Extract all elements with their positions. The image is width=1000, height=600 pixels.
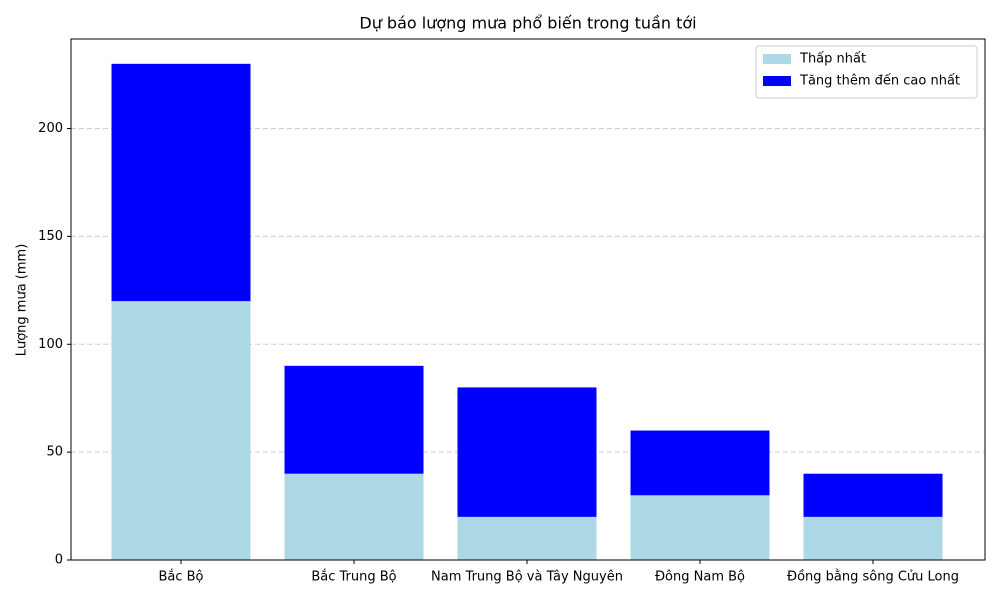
bar-segment xyxy=(111,63,251,302)
bar-segment xyxy=(630,495,770,560)
bar-segment xyxy=(803,473,943,517)
legend-frame xyxy=(755,45,978,99)
y-tick-label: 0 xyxy=(55,553,63,568)
bar-segment xyxy=(803,516,943,560)
bar-segment xyxy=(284,365,424,474)
x-tick-label: Bắc Bộ xyxy=(158,570,203,585)
bar-segment xyxy=(457,516,597,560)
x-tick-label: Đồng bằng sông Cửu Long xyxy=(787,570,959,585)
x-tick-label: Đông Nam Bộ xyxy=(655,570,745,585)
bar-segment xyxy=(457,387,597,517)
legend-label: Thấp nhất xyxy=(799,52,866,67)
bar-segment xyxy=(284,473,424,560)
bar-segment xyxy=(630,430,770,496)
legend-swatch xyxy=(763,54,791,64)
y-tick-label: 200 xyxy=(38,121,63,136)
chart-title: Dự báo lượng mưa phổ biến trong tuần tới xyxy=(359,14,696,33)
bar-segment xyxy=(111,301,251,560)
plot-frame xyxy=(70,38,986,561)
legend: Thấp nhất Tăng thêm đến cao nhất xyxy=(755,45,978,99)
y-axis-label: Lượng mưa (mm) xyxy=(15,244,30,357)
y-tick-label: 50 xyxy=(46,445,63,460)
y-tick-label: 100 xyxy=(38,337,63,352)
x-tick-label: Bắc Trung Bộ xyxy=(311,570,396,585)
y-tick-label: 150 xyxy=(38,229,63,244)
legend-swatch xyxy=(763,76,791,86)
legend-label: Tăng thêm đến cao nhất xyxy=(799,74,960,89)
x-tick-label: Nam Trung Bộ và Tây Nguyên xyxy=(431,570,623,585)
